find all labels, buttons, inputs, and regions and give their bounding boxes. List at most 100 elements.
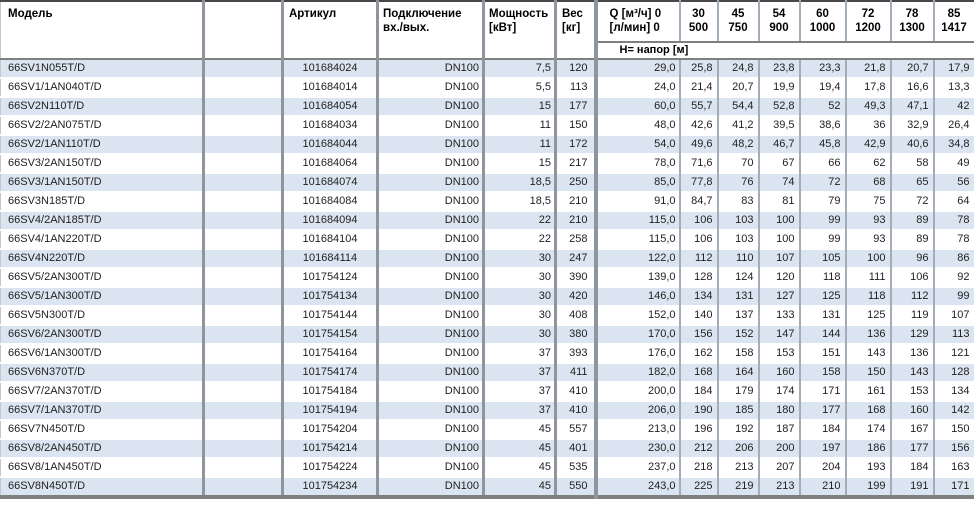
head-value-cell: 177 xyxy=(889,439,934,458)
flow-m3h-label: 72 xyxy=(861,8,875,20)
head-value-cell: 160 xyxy=(889,401,934,420)
power-cell: 37 xyxy=(482,363,556,382)
head-at-zero-flow-cell: 230,0 xyxy=(593,439,680,458)
weight-cell: 393 xyxy=(554,344,596,363)
model-cell: 66SV4/2AN185T/D xyxy=(0,211,204,230)
head-value-cell: 72 xyxy=(798,173,846,192)
head-at-zero-flow-cell: 115,0 xyxy=(593,230,680,249)
table-row: 66SV1/1AN040T/D 101684014 DN100 5,5 113 24,0 2… xyxy=(0,78,974,97)
head-value-cell: 45,8 xyxy=(798,135,846,154)
head-value-cell: 52 xyxy=(798,97,846,116)
head-value-cell: 100 xyxy=(757,230,800,249)
head-value-cell: 103 xyxy=(716,230,759,249)
head-value-cell: 196 xyxy=(678,420,718,439)
article-cell: 101754184 xyxy=(281,382,378,401)
head-at-zero-flow-cell: 115,0 xyxy=(593,211,680,230)
head-value-cell: 78 xyxy=(932,230,974,249)
head-value-cell: 26,4 xyxy=(932,116,974,135)
head-value-cell: 67 xyxy=(757,154,800,173)
head-at-zero-flow-cell: 237,0 xyxy=(593,458,680,477)
head-value-cell: 121 xyxy=(932,344,974,363)
head-value-cell: 46,7 xyxy=(757,135,800,154)
model-cell: 66SV5/2AN300T/D xyxy=(8,271,102,283)
connection-cell: DN100 xyxy=(376,477,484,497)
head-value-cell: 106 xyxy=(678,211,718,230)
spacer-cell xyxy=(202,173,283,192)
power-cell: 15 xyxy=(482,154,556,173)
head-value-cell: 199 xyxy=(844,477,891,497)
weight-cell: 411 xyxy=(554,363,596,382)
head-value-cell: 144 xyxy=(798,325,846,344)
head-at-zero-flow-cell: 182,0 xyxy=(593,363,680,382)
table-row: 66SV2/2AN075T/D 101684034 DN100 11 150 48,0 42… xyxy=(0,116,974,135)
article-cell: 101684074 xyxy=(281,173,378,192)
flow-m3h-label: 45 xyxy=(731,8,745,20)
head-value-cell: 171 xyxy=(798,382,846,401)
power-cell: 11 xyxy=(482,116,556,135)
table-row: 66SV3N185T/D 101684084 DN100 18,5 210 91,0 84,… xyxy=(0,192,974,211)
head-at-zero-flow-cell: 200,0 xyxy=(593,382,680,401)
head-value-cell: 56 xyxy=(932,173,974,192)
head-value-cell: 212 xyxy=(678,439,718,458)
head-value-cell: 52,8 xyxy=(757,97,800,116)
column-header-article: Артикул xyxy=(281,1,378,60)
head-at-zero-flow-cell: 91,0 xyxy=(593,192,680,211)
head-value-cell: 153 xyxy=(889,382,934,401)
head-value-cell: 184 xyxy=(798,420,846,439)
head-value-cell: 185 xyxy=(716,401,759,420)
model-cell: 66SV7/1AN370T/D xyxy=(0,401,204,420)
head-value-cell: 41,2 xyxy=(716,116,759,135)
column-header-flow-zero: Q [м³/ч] 0 [л/мин] 0 xyxy=(593,1,680,43)
head-at-zero-flow-cell: 152,0 xyxy=(593,306,680,325)
power-cell: 45 xyxy=(482,477,556,497)
model-cell: 66SV6/2AN300T/D xyxy=(0,325,204,344)
head-value-cell: 55,7 xyxy=(678,97,718,116)
connection-cell: DN100 xyxy=(376,401,484,420)
table-row: 66SV7/1AN370T/D 101754194 DN100 37 410 206,0 1… xyxy=(0,401,974,420)
spacer-cell xyxy=(202,230,283,249)
head-row-label-cell: Н= напор [м] xyxy=(593,42,974,60)
connection-cell: DN100 xyxy=(376,458,484,477)
weight-cell: 420 xyxy=(554,287,596,306)
head-value-cell: 96 xyxy=(889,249,934,268)
connection-cell: DN100 xyxy=(376,344,484,363)
article-cell: 101754144 xyxy=(281,306,378,325)
head-at-zero-flow-cell: 48,0 xyxy=(593,116,680,135)
head-value-cell: 151 xyxy=(798,344,846,363)
article-cell: 101684094 xyxy=(281,211,378,230)
head-value-cell: 89 xyxy=(889,230,934,249)
head-value-cell: 158 xyxy=(798,363,846,382)
model-cell: 66SV4N220T/D xyxy=(0,249,204,268)
power-cell: 22 xyxy=(482,211,556,230)
head-value-cell: 93 xyxy=(844,211,891,230)
head-value-cell: 187 xyxy=(757,420,800,439)
head-value-cell: 174 xyxy=(757,382,800,401)
article-cell: 101754204 xyxy=(281,420,378,439)
head-value-cell: 21,8 xyxy=(844,59,891,78)
head-value-cell: 124 xyxy=(716,268,759,287)
head-at-zero-flow-cell: 243,0 xyxy=(593,477,680,497)
connection-header-line2: вх./вых. xyxy=(383,22,430,34)
head-value-cell: 112 xyxy=(678,249,718,268)
head-at-zero-flow-cell: 78,0 xyxy=(593,154,680,173)
power-cell: 22 xyxy=(482,230,556,249)
head-value-cell: 100 xyxy=(757,211,800,230)
head-value-cell: 190 xyxy=(678,401,718,420)
table-row: 66SV5/2AN300T/D 101754124 DN100 30 390 139,0 1… xyxy=(0,268,974,287)
table-row: 66SV6N370T/D 101754174 DN100 37 411 182,0 168 1… xyxy=(0,363,974,382)
head-value-cell: 74 xyxy=(757,173,800,192)
spacer-cell xyxy=(202,363,283,382)
head-value-cell: 129 xyxy=(889,325,934,344)
head-value-cell: 66 xyxy=(798,154,846,173)
spacer-cell xyxy=(202,211,283,230)
connection-cell: DN100 xyxy=(376,420,484,439)
weight-cell: 210 xyxy=(554,192,596,211)
head-value-cell: 76 xyxy=(716,173,759,192)
model-cell: 66SV2/2AN075T/D xyxy=(8,119,102,131)
head-value-cell: 118 xyxy=(844,287,891,306)
head-value-cell: 83 xyxy=(716,192,759,211)
head-value-cell: 125 xyxy=(844,306,891,325)
head-value-cell: 36 xyxy=(844,116,891,135)
article-cell: 101684114 xyxy=(281,249,378,268)
